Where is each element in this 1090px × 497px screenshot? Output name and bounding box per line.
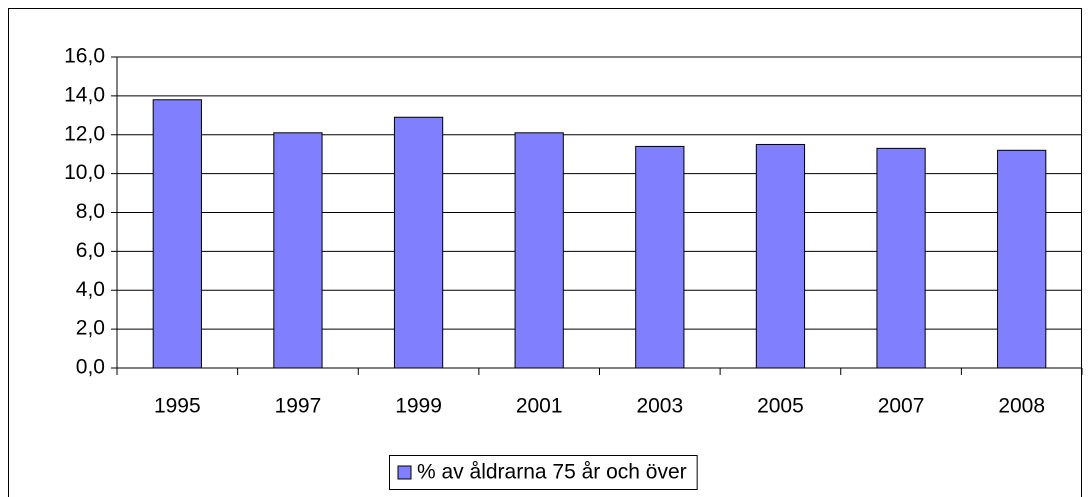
y-tick-label: 12,0 (64, 122, 105, 145)
y-tick-label: 10,0 (64, 161, 105, 184)
y-tick-label: 6,0 (76, 239, 105, 262)
y-tick-label: 14,0 (64, 83, 105, 106)
bar (393, 116, 444, 369)
x-tick-label: 1999 (395, 395, 442, 418)
bar (755, 143, 806, 369)
x-tick-label: 2003 (636, 395, 683, 418)
bar (273, 132, 323, 369)
x-tick-label: 2007 (878, 395, 925, 418)
legend-label: % av åldrarna 75 år och över (417, 461, 687, 484)
bar (635, 145, 685, 369)
bar (152, 99, 202, 369)
y-tick-label: 2,0 (76, 317, 105, 340)
x-tick-label: 1997 (275, 395, 322, 418)
y-tick-label: 0,0 (76, 356, 105, 379)
y-tick-label: 16,0 (64, 45, 105, 68)
legend-box (389, 455, 698, 490)
y-tick-label: 8,0 (76, 200, 105, 223)
bar (997, 149, 1047, 369)
x-tick-label: 2001 (516, 395, 563, 418)
y-tick-label: 4,0 (76, 278, 105, 301)
x-tick-label: 2005 (757, 395, 804, 418)
legend-swatch (397, 465, 412, 480)
bar (514, 132, 564, 369)
bar (876, 147, 926, 369)
x-tick-label: 1995 (154, 395, 201, 418)
x-tick-label: 2008 (998, 395, 1045, 418)
